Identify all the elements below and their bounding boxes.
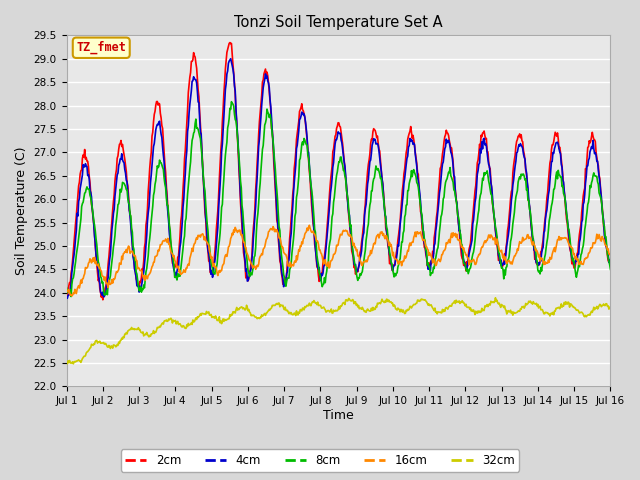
Y-axis label: Soil Temperature (C): Soil Temperature (C) (15, 146, 28, 275)
Legend: 2cm, 4cm, 8cm, 16cm, 32cm: 2cm, 4cm, 8cm, 16cm, 32cm (120, 449, 520, 472)
X-axis label: Time: Time (323, 409, 354, 422)
Title: Tonzi Soil Temperature Set A: Tonzi Soil Temperature Set A (234, 15, 443, 30)
Text: TZ_fmet: TZ_fmet (76, 41, 126, 54)
